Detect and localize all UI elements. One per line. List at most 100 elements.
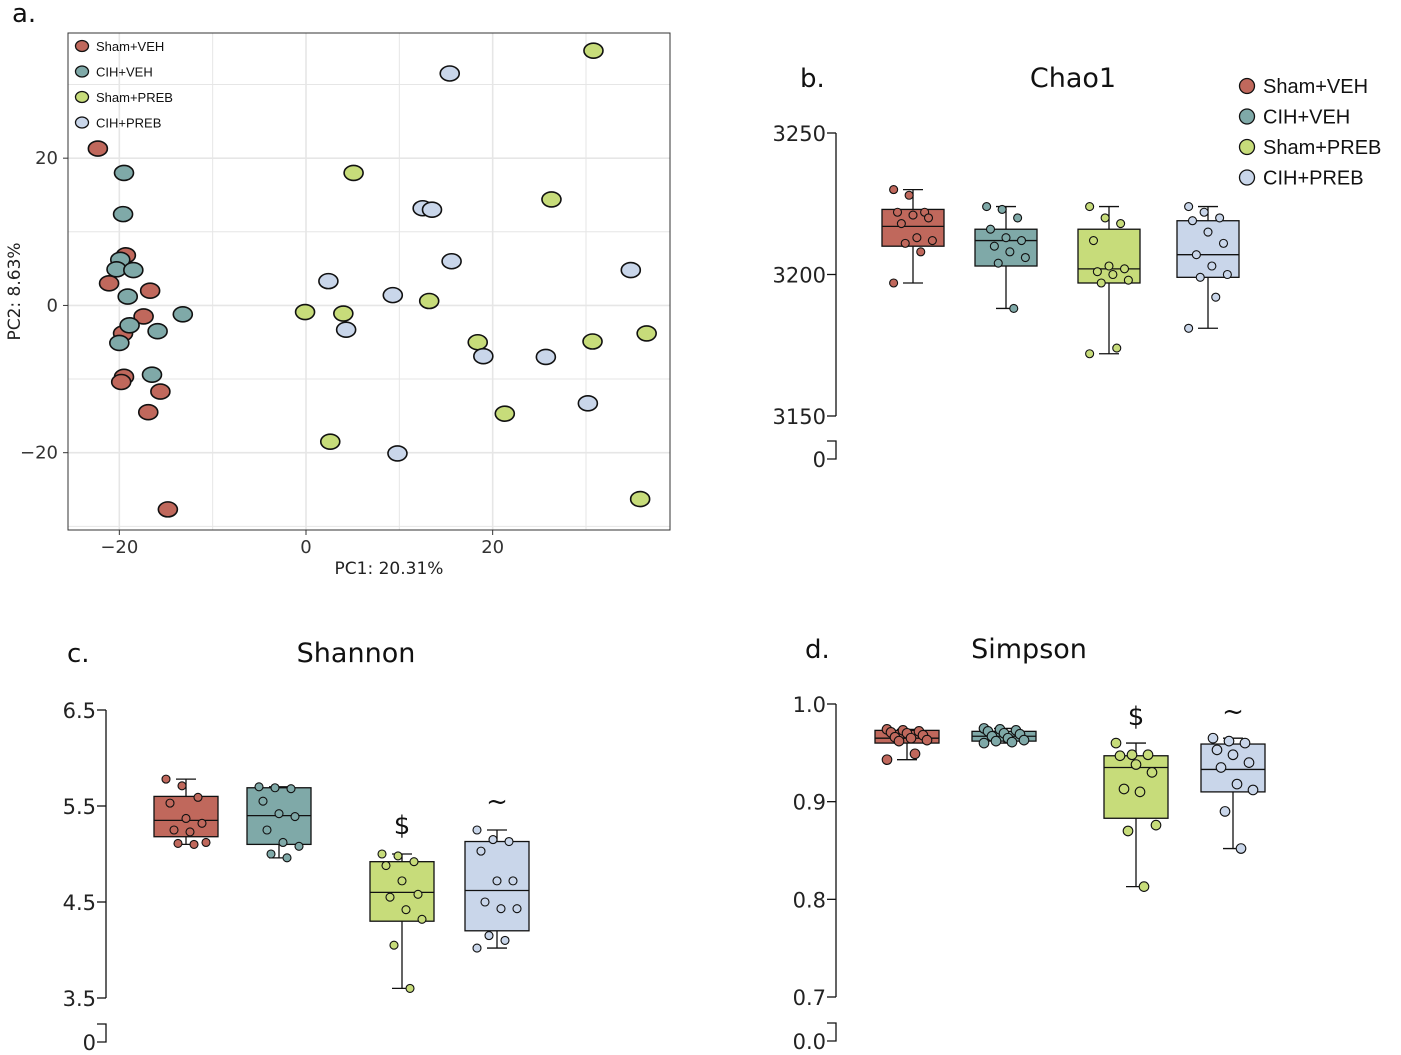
pca-point-sham-preb xyxy=(637,326,656,341)
simpson-y-tick-label: 0.8 xyxy=(793,888,826,912)
chao1-point-cih-veh xyxy=(1014,214,1022,222)
shannon-point-sham-veh xyxy=(162,775,170,783)
chao1-point-cih-veh xyxy=(1018,237,1026,245)
chao1-zero-label: 0 xyxy=(813,448,826,472)
pca-point-cih-veh xyxy=(115,165,134,180)
pca-point-sham-veh xyxy=(139,405,158,420)
pca-panel: a. −20 0 20 −20 0 20 PC1: 20.31% PC2: 8.63% Sham+… xyxy=(5,0,670,579)
pca-point-cih-preb xyxy=(337,322,356,337)
shannon-point-sham-veh xyxy=(170,826,178,834)
shannon-point-sham-preb xyxy=(398,877,406,885)
chao1-legend-label-sham-veh: Sham+VEH xyxy=(1263,76,1368,98)
shannon-point-sham-preb xyxy=(406,984,414,992)
chao1-point-sham-preb xyxy=(1117,220,1125,228)
pca-point-cih-preb xyxy=(442,254,461,269)
simpson-y-tick-label: 0.9 xyxy=(793,791,826,815)
shannon-point-sham-veh xyxy=(166,799,174,807)
simpson-point-sham-veh xyxy=(882,755,892,765)
pca-legend-label-cih-preb: CIH+PREB xyxy=(96,116,161,131)
chao1-point-cih-veh xyxy=(983,203,991,211)
shannon-point-sham-preb xyxy=(378,850,386,858)
chao1-point-cih-preb xyxy=(1189,217,1197,225)
shannon-point-cih-veh xyxy=(279,838,287,846)
simpson-point-sham-preb xyxy=(1123,826,1133,836)
pca-point-sham-veh xyxy=(158,502,177,517)
pca-point-cih-veh xyxy=(120,318,139,333)
simpson-point-sham-veh xyxy=(922,735,932,745)
chao1-point-cih-veh xyxy=(994,259,1002,267)
pca-point-cih-preb xyxy=(621,263,640,278)
pca-point-cih-preb xyxy=(440,66,459,81)
shannon-y-tick-label: 3.5 xyxy=(63,987,96,1011)
shannon-point-sham-veh xyxy=(190,840,198,848)
simpson-point-sham-preb xyxy=(1147,768,1157,778)
pca-legend-label-cih-veh: CIH+VEH xyxy=(96,65,153,80)
simpson-point-cih-preb xyxy=(1248,785,1258,795)
chao1-point-cih-veh xyxy=(1002,234,1010,242)
chao1-point-sham-veh xyxy=(890,186,898,194)
chao1-legend-label-cih-veh: CIH+VEH xyxy=(1263,107,1350,129)
pca-point-sham-preb xyxy=(583,334,602,349)
chao1-point-sham-preb xyxy=(1086,203,1094,211)
shannon-point-cih-preb xyxy=(501,936,509,944)
simpson-point-cih-preb xyxy=(1244,758,1254,768)
simpson-point-sham-preb xyxy=(1111,738,1121,748)
simpson-point-sham-preb xyxy=(1119,784,1129,794)
chao1-point-sham-preb xyxy=(1093,268,1101,276)
simpson-panel-letter: d. xyxy=(805,635,830,665)
shannon-point-sham-veh xyxy=(174,839,182,847)
chao1-point-sham-preb xyxy=(1124,276,1132,284)
simpson-point-cih-preb xyxy=(1232,779,1242,789)
chao1-legend-label-sham-preb: Sham+PREB xyxy=(1263,137,1381,159)
chao1-point-sham-preb xyxy=(1109,271,1117,279)
pca-point-cih-veh xyxy=(148,324,167,339)
shannon-point-cih-veh xyxy=(255,783,263,791)
pca-point-cih-preb xyxy=(319,274,338,289)
shannon-point-cih-preb xyxy=(497,905,505,913)
shannon-annotation-cih-preb: ~ xyxy=(486,787,508,817)
shannon-point-sham-preb xyxy=(394,852,402,860)
chao1-point-sham-preb xyxy=(1086,350,1094,358)
shannon-panel-letter: c. xyxy=(67,639,90,669)
shannon-point-sham-preb xyxy=(418,915,426,923)
simpson-zero-label: 0.0 xyxy=(793,1030,826,1054)
shannon-point-cih-preb xyxy=(473,826,481,834)
chao1-title: Chao1 xyxy=(1030,63,1116,94)
chao1-legend-label-cih-preb: CIH+PREB xyxy=(1263,168,1364,190)
chao1-point-sham-veh xyxy=(913,234,921,242)
simpson-point-sham-veh xyxy=(894,736,904,746)
simpson-point-cih-preb xyxy=(1216,763,1226,773)
shannon-y-tick-label: 4.5 xyxy=(63,891,96,915)
shannon-point-cih-veh xyxy=(267,850,275,858)
chao1-point-sham-veh xyxy=(901,239,909,247)
shannon-title: Shannon xyxy=(297,638,416,669)
shannon-box-cih-preb xyxy=(465,842,529,931)
simpson-point-sham-preb xyxy=(1115,751,1125,761)
pca-y-tick-label: 20 xyxy=(35,148,58,169)
pca-point-sham-veh xyxy=(141,283,160,298)
pca-point-cih-veh xyxy=(118,289,137,304)
simpson-point-cih-preb xyxy=(1240,738,1250,748)
chao1-point-cih-preb xyxy=(1185,324,1193,332)
pca-point-cih-veh xyxy=(124,263,143,278)
chao1-panel-letter: b. xyxy=(800,64,825,94)
chao1-point-cih-veh xyxy=(1006,248,1014,256)
shannon-point-sham-preb xyxy=(414,890,422,898)
shannon-point-sham-preb xyxy=(382,862,390,870)
shannon-box-sham-preb xyxy=(370,862,434,922)
pca-legend-marker-sham-veh xyxy=(76,41,89,52)
shannon-point-cih-veh xyxy=(295,842,303,850)
simpson-annotation-cih-preb: ~ xyxy=(1222,697,1244,727)
shannon-point-cih-veh xyxy=(275,810,283,818)
chao1-legend-marker-sham-veh xyxy=(1240,79,1255,94)
pca-point-sham-preb xyxy=(495,406,514,421)
pca-point-sham-preb xyxy=(468,335,487,350)
pca-legend-marker-cih-preb xyxy=(76,117,89,128)
simpson-point-cih-preb xyxy=(1224,736,1234,746)
pca-y-tick-label: −20 xyxy=(20,443,58,464)
chao1-point-cih-veh xyxy=(998,205,1006,213)
shannon-point-cih-preb xyxy=(489,836,497,844)
pca-point-cih-preb xyxy=(578,396,597,411)
pca-point-cih-preb xyxy=(388,446,407,461)
shannon-point-sham-preb xyxy=(386,893,394,901)
